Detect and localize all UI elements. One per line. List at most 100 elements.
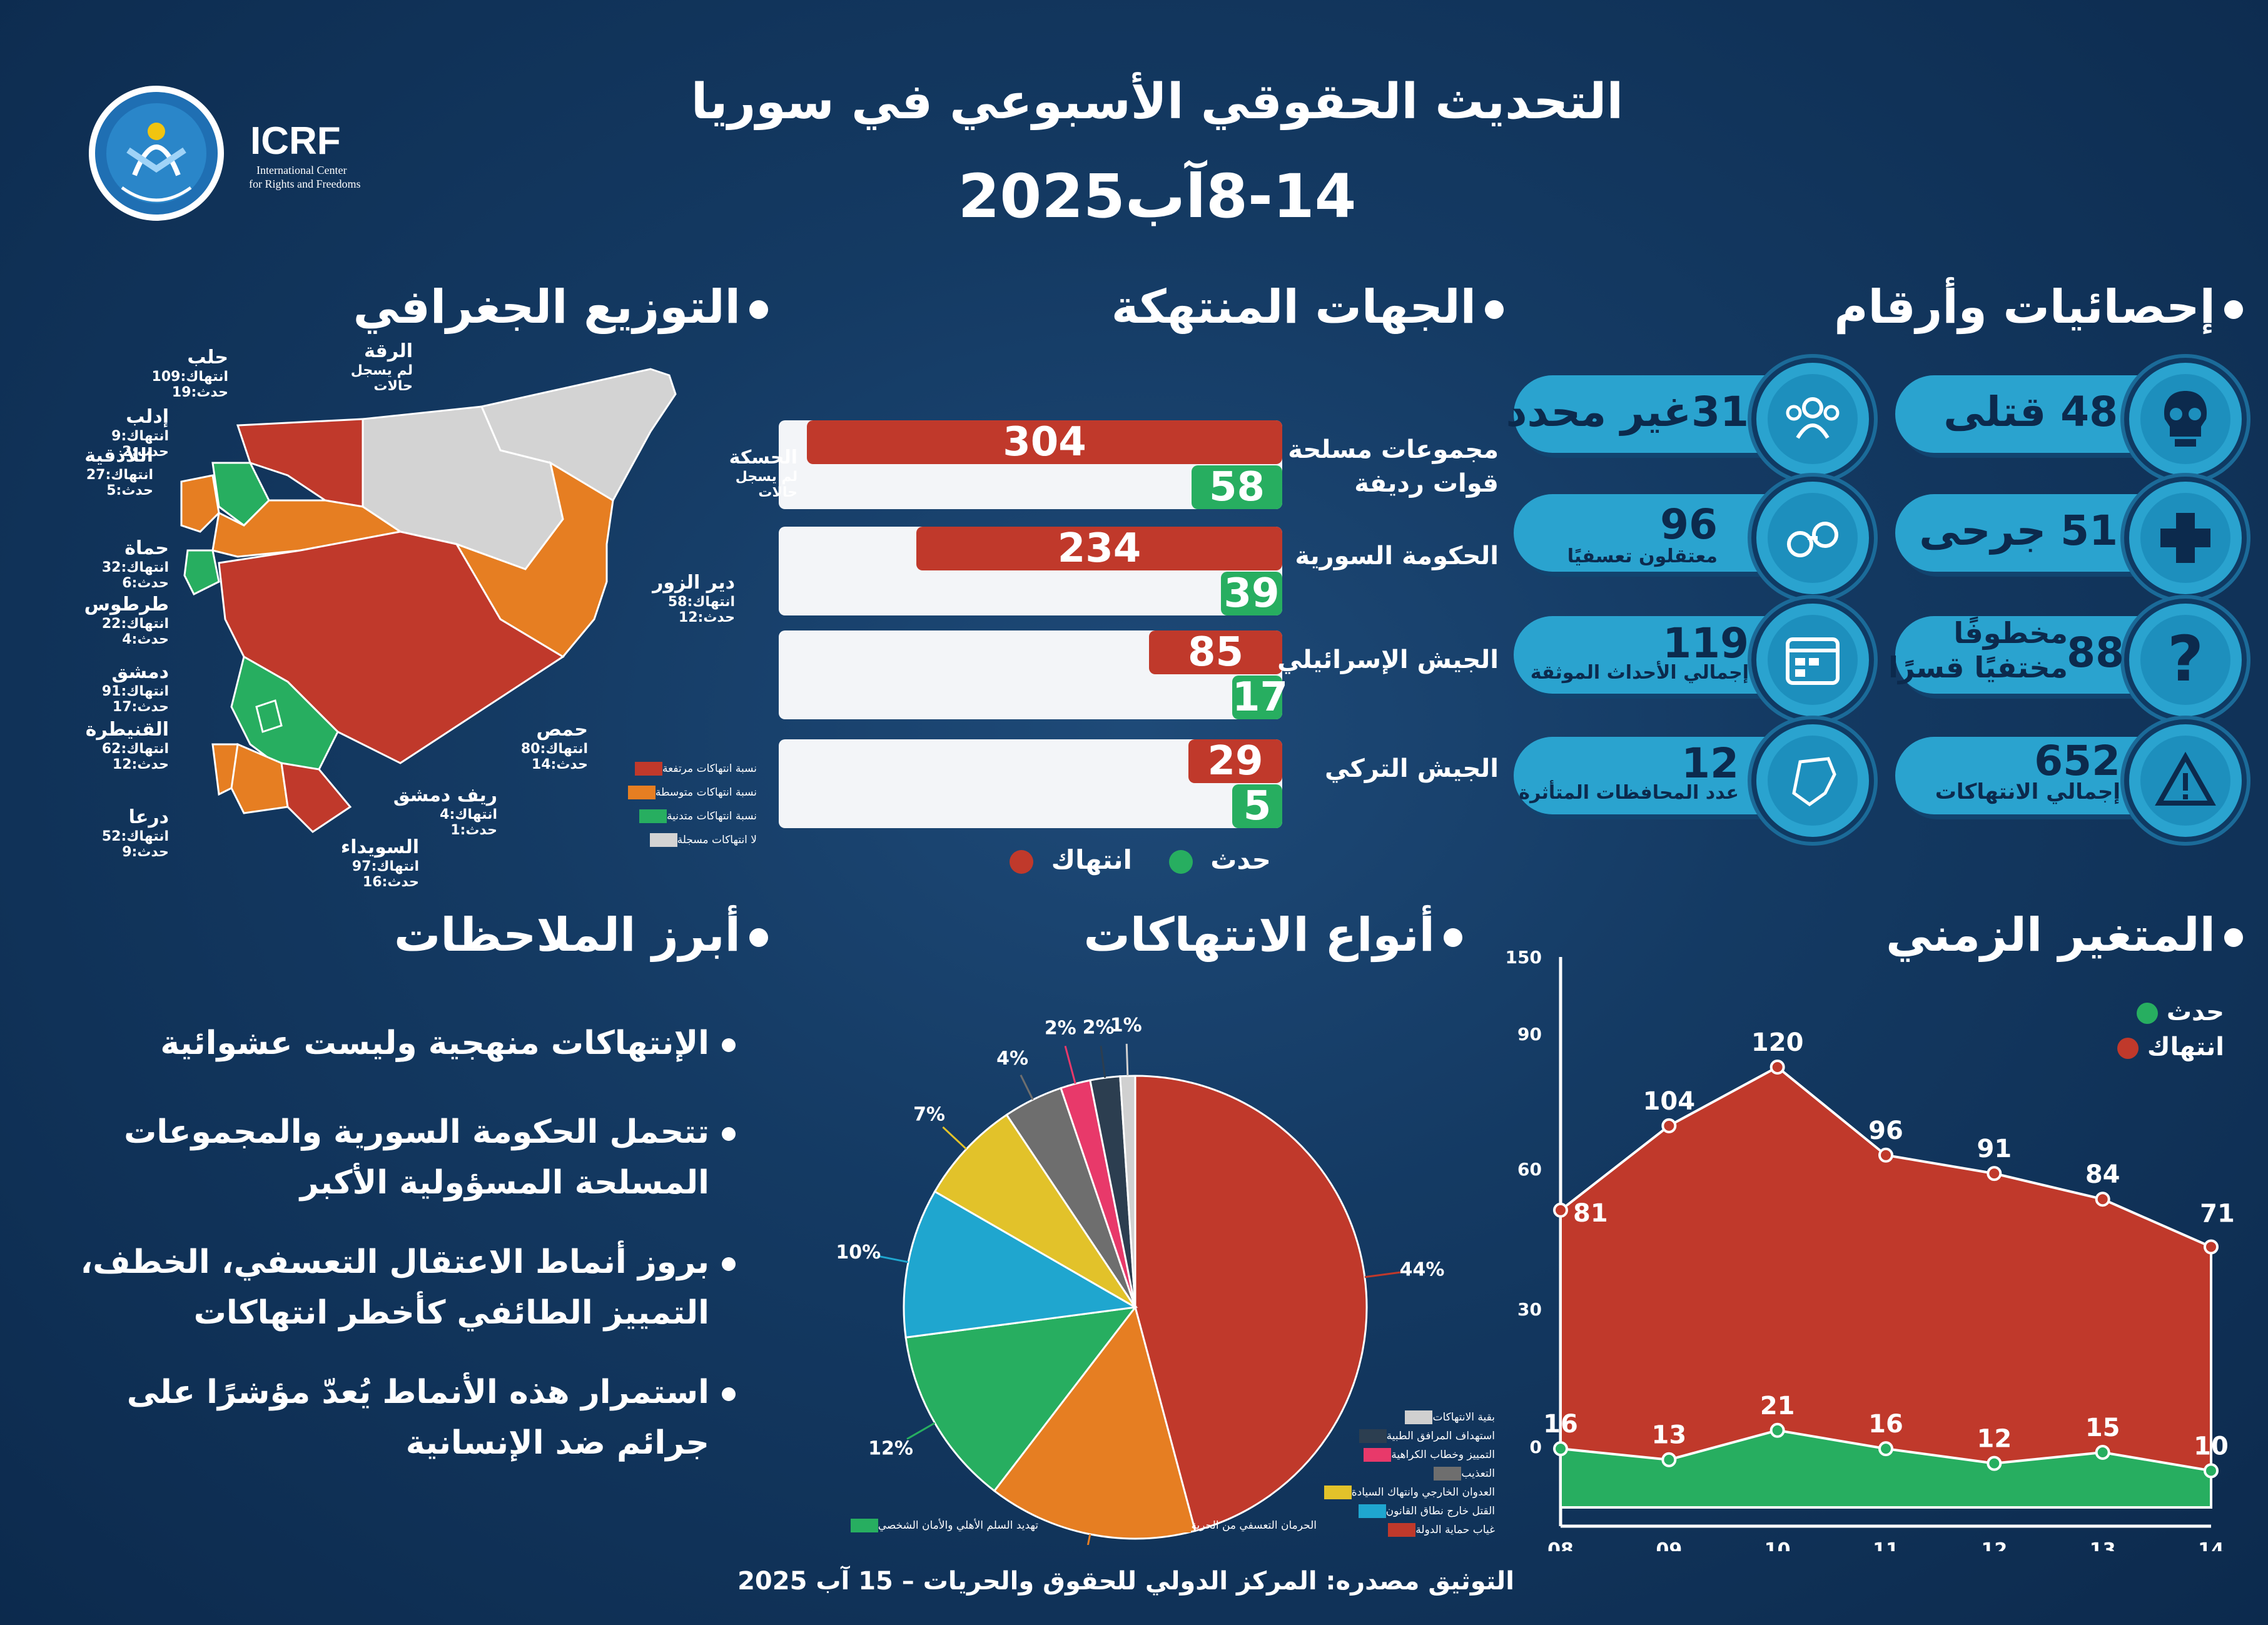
map-label-l2: حدث:17 (112, 699, 169, 715)
note-bullet (722, 1387, 736, 1401)
x-tick-label: 08 (1547, 1539, 1574, 1551)
data-label: 10 (2194, 1432, 2229, 1460)
note-line2: جرائم ضد الإنسانية (405, 1424, 709, 1462)
data-point (1878, 1147, 1893, 1163)
note-item: استمرار هذه الأنماط يُعدّ مؤشرًا على جرائ… (60, 1367, 736, 1468)
pie-legend-label: بقية الانتهاكات (1432, 1411, 1495, 1424)
map-label-name: اللاذقية (84, 445, 153, 467)
pie-legend-label: غياب حماية الدولة (1415, 1524, 1495, 1536)
stat-provinces-num: 12 (1681, 739, 1739, 787)
y-tick-label: 60 (1517, 1159, 1542, 1180)
map-label-l2: حالات (373, 378, 413, 394)
types-pie-chart: 44%14%12%10%7%4%2%2%1% (836, 1015, 1444, 1545)
x-tick-label: 12 (1981, 1539, 2007, 1551)
pie-legend-item: استهداف المرافق الطبية (1314, 1429, 1495, 1443)
x-tick-label: 11 (1873, 1539, 1899, 1551)
data-point (1769, 1060, 1785, 1075)
pie-legend-label: القتل خارج نطاق القانون (1385, 1505, 1495, 1517)
data-point (2204, 1239, 2219, 1255)
pie-leader (1020, 1075, 1034, 1100)
pie-slice (933, 1113, 1137, 1309)
map-label-daraa: درعا انتهاك:52 حدث:9 (44, 806, 169, 860)
data-label: 91 (1977, 1135, 2012, 1163)
map-latakia (180, 474, 220, 533)
note-line2: المسلحة المسؤولية الأكبر (300, 1163, 709, 1202)
area-series (1559, 1429, 2212, 1509)
logo-subtitle-1: International Center (256, 164, 347, 176)
legend-label: نسبة انتهاكات مرتفعة (662, 762, 757, 775)
map-label-deirezzor: دير الزور انتهاك:58 حدث:12 (610, 572, 735, 625)
data-point (1661, 1452, 1677, 1467)
map-label-raqqa: الرقة لم يسجل حالات (288, 340, 413, 394)
stat-unknown: 31غير محدد (1506, 388, 1749, 436)
handcuffs-icon (1751, 477, 1874, 599)
data-point (1987, 1166, 2002, 1182)
pie-leader (906, 1422, 936, 1440)
pie-legend-item: العدوان الخارجي وانتهاك السيادة (1314, 1486, 1495, 1499)
data-label: 15 (2085, 1414, 2120, 1442)
stat-events-label: إجمالي الأحداث الموثقة (1530, 662, 1749, 684)
plus-icon (2124, 477, 2247, 599)
section-title-perpetrators: الجهات المنتهكة (1111, 280, 1504, 334)
map-label-l2: حدث:12 (112, 756, 169, 772)
map-label-name: الحسكة (729, 447, 797, 468)
stat-violations-label: إجمالي الانتهاكات (1935, 779, 2120, 804)
map-label-tartus: طرطوس انتهاك:22 حدث:4 (44, 594, 169, 647)
note-bullet (722, 1038, 736, 1052)
pie-legend-swatch (1364, 1448, 1392, 1462)
map-label-l2: حدث:12 (678, 609, 735, 625)
x-tick-label: 14 (2198, 1539, 2224, 1551)
pie-value-label: 12% (868, 1438, 913, 1460)
perp-name-line1: الجيش الإسرائيلي (1277, 645, 1499, 674)
perp-violations-bar: 234 (916, 527, 1282, 570)
stat-injured: 51 جرحى (1919, 507, 2118, 555)
note-item: بروز أنماط الاعتقال التعسفي، الخطف، التمي… (60, 1237, 736, 1338)
perp-legend: حدث انتهاك (1001, 844, 1271, 875)
map-label-l2: حالات (758, 484, 797, 500)
map-label-aleppo: حلب انتهاك:109 حدث:19 (103, 347, 228, 400)
map-tartus (183, 549, 220, 596)
map-label-l2: حدث:19 (171, 384, 228, 400)
legend-swatch (627, 786, 656, 799)
y-tick-label: 150 (1506, 947, 1542, 968)
data-point (1553, 1202, 1568, 1218)
map-label-l2: حدث:16 (362, 874, 419, 890)
map-label-l1: انتهاك:4 (440, 806, 497, 823)
data-point (2095, 1192, 2110, 1207)
stat-events-num: 119 (1663, 619, 1749, 667)
map-label-name: دير الزور (652, 572, 735, 594)
map-label-name: حمص (536, 719, 588, 741)
calendar-icon (1751, 599, 1874, 721)
logo-subtitle-2: for Rights and Freedoms (249, 178, 361, 190)
map-label-name: درعا (128, 806, 169, 828)
group-icon (1751, 358, 1874, 480)
data-point (1769, 1422, 1785, 1438)
pie-slice (1134, 1075, 1368, 1532)
perp-events-bar: 58 (1192, 465, 1282, 509)
pie-legend-item: الحرمان التعسفي من الحرية (1054, 1519, 1317, 1532)
pie-legend-label: العدوان الخارجي وانتهاك السيادة (1351, 1486, 1495, 1499)
stat-kidnapped-label2: مختفيًا قسرًا (1888, 651, 2068, 684)
pie-legend-swatch (1163, 1519, 1192, 1532)
pie-legend-label: استهداف المرافق الطبية (1386, 1430, 1495, 1442)
map-label-l2: حدث:2 (122, 443, 169, 460)
pie-leader (1100, 1046, 1106, 1078)
map-label-l1: انتهاك:91 (101, 683, 169, 699)
map-hama (211, 499, 403, 558)
map-daraa (230, 742, 289, 814)
legend-swatch (635, 762, 663, 776)
section-title-stats: إحصائيات وأرقام (1834, 280, 2243, 334)
stat-provinces-label: عدد المحافظات المتأثرة (1519, 782, 1739, 804)
note-line1: بروز أنماط الاعتقال التعسفي، الخطف، (80, 1243, 709, 1281)
map-damascus (255, 699, 283, 733)
section-title-notes: أبرز الملاحظات (394, 908, 768, 962)
map-label-damascus: دمشق انتهاك:91 حدث:17 (44, 661, 169, 715)
map-label-l2: حدث:9 (122, 844, 169, 860)
area-series (1559, 1065, 2212, 1509)
map-label-l2: حدث:5 (106, 482, 153, 499)
skull-icon (2124, 358, 2247, 480)
perp-violations-bar: 85 (1149, 630, 1282, 674)
perp-name: الجيش الإسرائيلي (1273, 643, 1499, 677)
pie-legend-item: بقية الانتهاكات (1314, 1410, 1495, 1424)
map-label-l1: انتهاك:58 (667, 594, 735, 610)
